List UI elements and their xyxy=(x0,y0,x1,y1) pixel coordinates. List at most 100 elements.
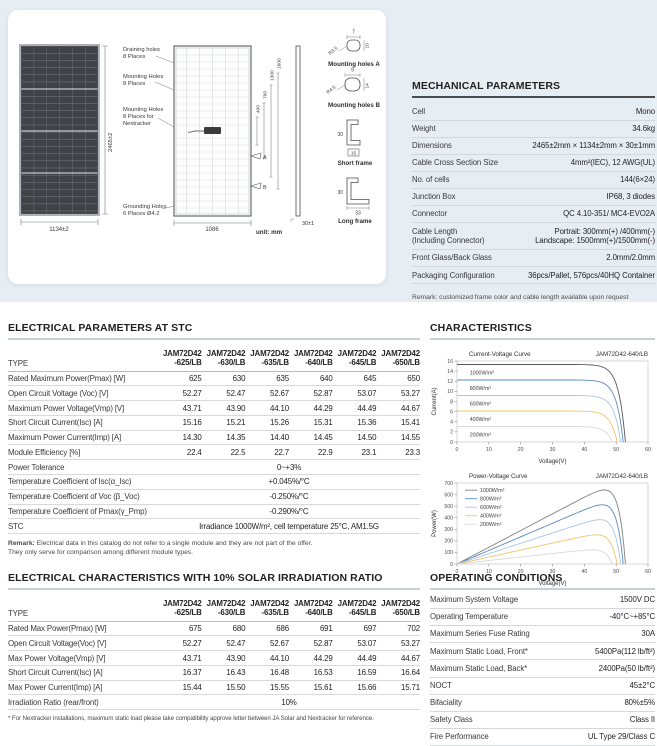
x-tick-label: 0 xyxy=(456,569,459,575)
column-header-type: TYPE xyxy=(8,358,29,368)
cell-value: 43.90 xyxy=(226,653,246,663)
cell-value: 52.67 xyxy=(270,638,289,648)
column-header-model: JAM72D42 -625/LB xyxy=(158,349,202,367)
front-view-drawing: 2465±2 1134±2 xyxy=(19,44,114,233)
svg-text:10: 10 xyxy=(365,43,371,49)
row-value: IP68, 3 diodes xyxy=(606,192,656,202)
svg-text:Nextracker: Nextracker xyxy=(123,121,151,127)
legend-label: 800W/m² xyxy=(480,497,502,503)
svg-text:Mounting Holes: Mounting Holes xyxy=(123,74,163,80)
row-label: Maximum Series Fuse Rating xyxy=(430,629,530,639)
cell-value: 15.44 xyxy=(182,683,202,693)
table-row: Rated Maximum Power(Pmax) [W] 625 630 635 64… xyxy=(8,372,420,387)
x-tick-label: 10 xyxy=(486,447,492,453)
model-variant: -625/LB xyxy=(174,358,202,368)
row-value: Class II xyxy=(629,714,655,724)
y-tick-label: 4 xyxy=(450,420,453,426)
junction-box xyxy=(204,127,221,134)
row-label: Fire Performance xyxy=(430,732,489,742)
stc-section: ELECTRICAL PARAMETERS AT STC TYPE JAM72D4… xyxy=(8,322,420,557)
row-label: Packaging Configuration xyxy=(412,270,495,280)
cell-span-value: Irradiance 1000W/m², cell temperature 25… xyxy=(199,521,379,531)
column-header-model: JAM72D42 -650/LB xyxy=(376,349,420,367)
svg-text:Draining holes: Draining holes xyxy=(123,47,160,53)
row-label: Maximum Power Current(Imp) [A] xyxy=(8,433,122,443)
cell-value: 44.10 xyxy=(270,653,289,663)
y-tick-label: 0 xyxy=(450,562,453,568)
section-title-stc: ELECTRICAL PARAMETERS AT STC xyxy=(8,322,193,334)
section-rule xyxy=(8,338,420,340)
cell-value: 22.5 xyxy=(230,447,246,457)
svg-text:400: 400 xyxy=(256,105,262,113)
cell-value: 15.31 xyxy=(313,418,333,428)
legend-label: 600W/m² xyxy=(470,401,492,407)
y-tick-label: 8 xyxy=(450,399,453,405)
row-label: Safety Class xyxy=(430,714,473,724)
cell-value: 44.29 xyxy=(313,653,333,663)
y-tick-label: 400 xyxy=(444,516,453,522)
table-row: Rated Max Power(Pmax) [W] 675 680 686 691 697… xyxy=(8,622,420,637)
curve-1000W/m² xyxy=(457,364,626,443)
model-variant: -630/LB xyxy=(217,358,246,368)
row-label: Maximum System Voltage xyxy=(430,595,518,605)
svg-text:R3.5: R3.5 xyxy=(328,45,340,56)
y-tick-label: 100 xyxy=(444,550,453,556)
svg-text:1300: 1300 xyxy=(270,70,276,81)
cell-value: 635 xyxy=(276,373,289,383)
x-axis-label: Voltage(V) xyxy=(538,581,566,587)
row-label: Junction Box xyxy=(412,192,456,202)
table-row: Dimensions 2465±2mm × 1134±2mm × 30±1mm xyxy=(412,138,655,155)
curve-200W/m² xyxy=(457,426,613,443)
chart-title: Power-Voltage Curve xyxy=(469,473,528,480)
cell-value: 52.27 xyxy=(182,388,202,398)
model-variant: -635/LB xyxy=(261,358,290,368)
column-header-model: JAM72D42 -640/LB xyxy=(289,599,333,617)
table-row: Packaging Configuration 36pcs/Pallet, 576… xyxy=(412,267,655,285)
cell-value: 22.4 xyxy=(186,447,202,457)
y-axis-label: Power(W) xyxy=(432,510,438,537)
svg-text:14: 14 xyxy=(365,83,371,89)
cell-value: 15.55 xyxy=(270,683,289,693)
section-rule xyxy=(412,96,655,98)
table-row: Maximum System Voltage 1500V DC xyxy=(430,592,655,610)
front-height-dim: 2465±2 xyxy=(108,133,114,152)
row-value: -40°C~+85°C xyxy=(609,612,656,622)
curve-600W/m² xyxy=(456,519,622,565)
row-label: Weight xyxy=(412,123,436,133)
row-value: QC 4.10-351/ MC4-EVO2A xyxy=(563,209,655,219)
table-row: Open Circuit Voltage (Voc) [V] 52.27 52.47… xyxy=(8,386,420,402)
legend-label: 600W/m² xyxy=(480,505,502,511)
row-value-line2: Landscape: 1500mm(+)/1500mm(-) xyxy=(535,236,655,246)
table-row: Max Power Voltage(Vmp) [V] 43.71 43.90 44.1… xyxy=(8,651,420,666)
y-tick-label: 14 xyxy=(447,369,453,375)
row-label: Cable Cross Section Size xyxy=(412,158,499,168)
cell-value: 630 xyxy=(232,373,246,383)
row-label: Open Circuit Voltage (Voc) [V] xyxy=(8,388,109,398)
svg-text:Long frame: Long frame xyxy=(338,218,372,225)
iv-curve-chart: 0 10 20 30 40 50 60 0 2 4 6 8 10 12 14 16 Voltage(V) Curr… xyxy=(432,351,651,465)
cell-value: 14.45 xyxy=(313,433,333,443)
front-width-dim: 1134±2 xyxy=(49,227,69,233)
table-row: Irradiation Ratio (rear/front) 10% xyxy=(8,695,420,711)
model-name: JAM72D42 xyxy=(206,349,246,359)
svg-text:Mounting Holes: Mounting Holes xyxy=(123,107,163,113)
cell-value: 53.27 xyxy=(401,638,420,648)
section-title-mechanical: MECHANICAL PARAMETERS xyxy=(412,80,561,92)
y-tick-label: 6 xyxy=(450,409,453,415)
column-header-model: JAM72D42 -630/LB xyxy=(202,349,246,367)
cell-value: 16.43 xyxy=(226,668,246,678)
row-label: Cell xyxy=(412,106,426,116)
section-rule xyxy=(430,338,655,340)
curve-400W/m² xyxy=(456,534,618,565)
row-label: NOCT xyxy=(430,680,452,690)
column-header-model: JAM72D42 -635/LB xyxy=(245,349,289,367)
cell-value: 53.27 xyxy=(401,388,420,398)
y-tick-label: 600 xyxy=(444,492,453,498)
y-tick-label: 16 xyxy=(447,359,453,365)
column-header-model: JAM72D42 -645/LB xyxy=(333,599,377,617)
cell-value: 23.1 xyxy=(361,447,377,457)
table-row: Short Circuit Current(Isc) [A] 16.37 16.43… xyxy=(8,666,420,681)
back-view-labels: Draining holes 8 Places Mounting Holes 8… xyxy=(123,47,175,217)
legend-label: 200W/m² xyxy=(480,522,502,528)
cell-value: 52.47 xyxy=(226,388,246,398)
